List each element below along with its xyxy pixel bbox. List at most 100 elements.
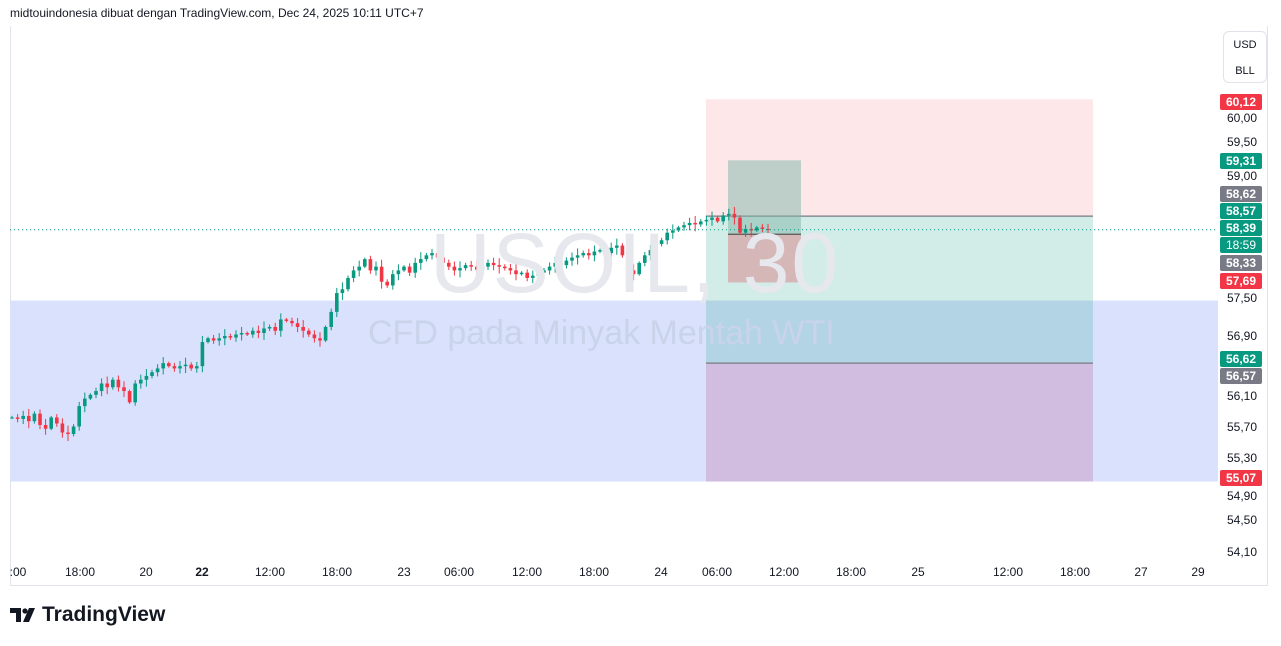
candle-body <box>223 336 227 339</box>
candle-body <box>15 417 20 419</box>
candle-body <box>66 432 70 435</box>
price-label: 55,07 <box>1220 470 1262 486</box>
candle-body <box>542 270 546 273</box>
price-label: 56,57 <box>1220 368 1262 384</box>
candle-body <box>200 342 205 367</box>
candle-body <box>671 230 675 233</box>
candle-body <box>458 268 462 271</box>
candle-body <box>290 320 294 324</box>
candle-body <box>301 326 305 331</box>
candle-body <box>329 311 333 327</box>
price-tick: 56,90 <box>1227 329 1258 343</box>
time-tick: 18:00 <box>64 565 96 579</box>
candle-body <box>195 366 199 369</box>
candle-body <box>654 244 658 251</box>
time-tick: 25 <box>911 565 925 579</box>
time-tick: 18:00 <box>578 565 610 579</box>
price-tick: 54,10 <box>1227 545 1258 559</box>
tradingview-logo[interactable]: TradingView <box>10 603 165 627</box>
time-tick: 23 <box>397 565 411 579</box>
candle-body <box>704 219 709 222</box>
long-stop-zone <box>728 234 801 283</box>
candle-body <box>55 417 59 424</box>
price-tick: 60,00 <box>1227 111 1258 125</box>
candle-body <box>615 245 619 248</box>
candle-body <box>676 227 681 231</box>
candle-body <box>609 247 613 254</box>
price-label: 60,12 <box>1220 94 1262 110</box>
candle-body <box>430 253 434 256</box>
candle-body <box>94 391 98 395</box>
candle-body <box>743 228 748 233</box>
candle-body <box>155 368 160 373</box>
candle-body <box>570 257 574 261</box>
candle-body <box>122 387 126 392</box>
candle-body <box>88 394 93 399</box>
candle-body <box>43 424 48 429</box>
candle-body <box>452 266 457 271</box>
candle-body <box>564 260 569 266</box>
candle-body <box>251 330 255 335</box>
candle-body <box>267 326 272 329</box>
candle-body <box>419 259 423 263</box>
candle-body <box>547 266 552 271</box>
candle-body <box>659 240 664 245</box>
candle-body <box>228 336 233 338</box>
candle-body <box>480 266 485 270</box>
candle-body <box>111 379 115 388</box>
candle-body <box>648 250 653 256</box>
candle-body <box>603 250 608 254</box>
candle-body <box>463 265 468 269</box>
time-tick: 18:00 <box>1059 565 1091 579</box>
candle-body <box>379 266 384 282</box>
time-tick: 27 <box>1134 565 1148 579</box>
candle-body <box>32 413 37 422</box>
price-label: 56,62 <box>1220 351 1262 367</box>
candle-body <box>167 363 171 367</box>
candle-body <box>374 266 378 271</box>
time-tick: 12:00 <box>768 565 800 579</box>
candle-body <box>335 293 339 312</box>
time-tick: 18:00 <box>321 565 353 579</box>
candle-body <box>626 255 630 271</box>
unit-selector[interactable]: USD BLL <box>1223 31 1267 83</box>
price-tick: 54,90 <box>1227 489 1258 503</box>
candle-body <box>503 266 507 269</box>
candle-body <box>732 213 737 218</box>
candle-body <box>256 330 261 333</box>
price-tick: 55,30 <box>1227 451 1258 465</box>
candle-body <box>127 391 132 403</box>
candle-body <box>178 366 182 369</box>
price-tick: 55,70 <box>1227 420 1258 434</box>
candle-body <box>284 319 289 321</box>
candle-body <box>631 270 636 275</box>
candle-body <box>262 328 266 333</box>
candle-body <box>161 363 165 369</box>
candle-body <box>318 338 322 341</box>
price-tick: 59,00 <box>1227 169 1258 183</box>
candle-body <box>273 326 277 331</box>
candle-body <box>99 383 104 392</box>
candle-body <box>469 265 473 267</box>
candle-body <box>475 266 479 270</box>
candle-body <box>687 222 692 226</box>
candle-body <box>643 255 647 263</box>
candle-body <box>620 245 625 256</box>
time-tick: 20 <box>139 565 153 579</box>
price-label: 59,31 <box>1220 153 1262 169</box>
price-label: 58,39 <box>1220 220 1262 236</box>
time-tick: 06:00 <box>443 565 475 579</box>
candle-body <box>340 289 345 294</box>
candle-body <box>71 426 76 435</box>
candle-body <box>10 417 14 419</box>
candle-body <box>234 334 238 338</box>
candle-body <box>486 262 490 267</box>
candle-body <box>682 225 686 228</box>
time-tick: 18:00 <box>835 565 867 579</box>
time-tick: :00 <box>9 565 27 579</box>
price-tick: 57,50 <box>1227 291 1258 305</box>
time-tick: 12:00 <box>511 565 543 579</box>
candle-body <box>211 338 216 341</box>
candle-body <box>665 232 669 241</box>
